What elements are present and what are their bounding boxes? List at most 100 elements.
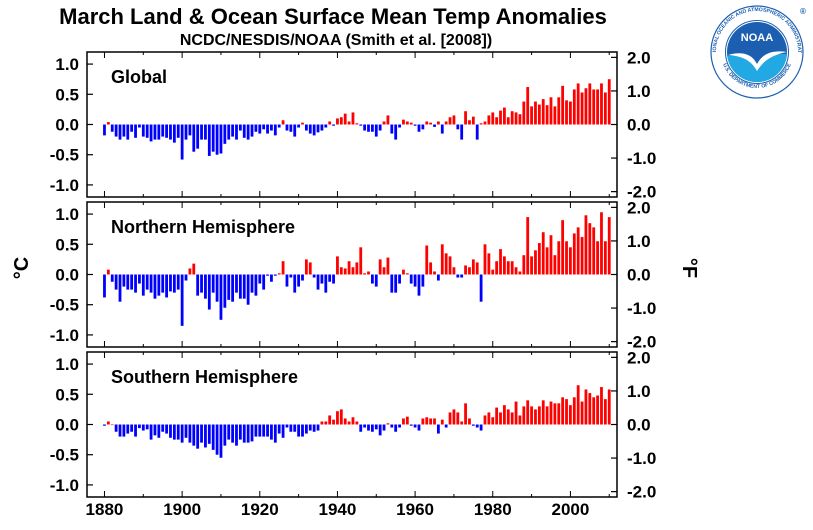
bar-1999 — [565, 241, 568, 275]
bar-1955 — [394, 424, 398, 432]
bar-1971 — [456, 274, 460, 278]
bar-1919 — [254, 274, 258, 296]
bar-1907 — [207, 124, 211, 156]
bar-1983 — [503, 256, 506, 275]
bar-1887 — [130, 124, 134, 132]
bar-1901 — [184, 274, 188, 281]
y-tick-label-c: 1.0 — [55, 355, 79, 374]
bar-1976 — [475, 262, 479, 275]
bar-1887 — [130, 424, 134, 432]
bar-1988 — [522, 101, 526, 125]
bar-1881 — [106, 122, 110, 125]
panels: 1.0 0.5 0.0 -0.5 -1.0 2.0 1.0 0.0 -1.0 -2.0 Global… — [50, 48, 657, 501]
bar-2008 — [600, 212, 603, 275]
bar-1936 — [320, 124, 324, 131]
bar-1897 — [169, 124, 172, 140]
bar-2007 — [596, 395, 599, 425]
y-tick-label-c: 0.0 — [55, 266, 79, 285]
bar-1905 — [200, 424, 203, 443]
bar-1896 — [165, 274, 168, 298]
bar-1990 — [530, 106, 533, 125]
bar-1981 — [495, 117, 499, 125]
bar-1947 — [363, 273, 367, 275]
bar-1991 — [534, 409, 537, 425]
bar-1943 — [347, 261, 351, 275]
y-tick-label-f: 0.0 — [627, 116, 651, 135]
bar-1946 — [359, 124, 363, 126]
bar-1891 — [145, 124, 149, 138]
bar-1989 — [526, 400, 530, 425]
bar-1916 — [242, 124, 246, 138]
panel-2: 1.0 0.5 0.0 -0.5 -1.0 2.0 1.0 0.0 -1.0 -2.0 Northe… — [50, 198, 657, 351]
bar-1971 — [456, 124, 460, 130]
bar-1893 — [153, 124, 157, 140]
bar-1982 — [499, 249, 502, 275]
bar-1895 — [161, 274, 165, 293]
bar-1933 — [308, 262, 312, 275]
bar-1988 — [522, 255, 526, 275]
bar-2004 — [584, 88, 588, 125]
bar-1880 — [103, 274, 106, 298]
bar-1934 — [312, 424, 316, 432]
bar-1996 — [553, 106, 557, 125]
bar-1906 — [204, 124, 207, 140]
bar-1904 — [196, 124, 200, 149]
panel-label: Southern Hemisphere — [111, 367, 298, 387]
bar-1923 — [270, 274, 273, 282]
bar-1908 — [211, 424, 215, 450]
bar-1939 — [332, 274, 335, 284]
bar-1938 — [328, 274, 332, 282]
bar-1907 — [207, 424, 211, 444]
bar-1972 — [460, 421, 464, 425]
bar-1890 — [141, 424, 145, 431]
bar-1946 — [359, 247, 363, 275]
bar-1959 — [409, 122, 413, 125]
bar-1979 — [487, 115, 491, 125]
bar-1911 — [223, 124, 227, 144]
bar-1884 — [118, 124, 122, 140]
bar-1978 — [483, 121, 487, 125]
bar-1934 — [312, 274, 316, 278]
bar-1944 — [351, 417, 355, 425]
bar-1954 — [390, 424, 394, 428]
bar-1911 — [223, 274, 227, 308]
bar-1940 — [336, 256, 339, 275]
bar-1904 — [196, 424, 200, 449]
bar-2010 — [607, 79, 611, 125]
bar-1905 — [200, 124, 203, 140]
bar-1970 — [452, 267, 456, 275]
y-tick-label-f: -1.0 — [627, 449, 656, 468]
bar-1933 — [308, 124, 312, 134]
bar-1950 — [374, 424, 378, 430]
bar-1919 — [254, 424, 258, 437]
bar-1961 — [417, 274, 421, 296]
bar-1961 — [417, 424, 421, 431]
bar-1998 — [561, 397, 565, 425]
bar-1970 — [452, 115, 456, 125]
y-tick-label-f: 1.0 — [627, 232, 651, 251]
bar-1935 — [316, 124, 320, 133]
bar-2003 — [580, 401, 584, 425]
bar-1908 — [211, 124, 215, 152]
bar-1953 — [386, 423, 390, 425]
bar-1952 — [382, 121, 386, 125]
bar-2005 — [588, 223, 592, 275]
bar-1996 — [553, 403, 557, 425]
bar-1958 — [405, 416, 409, 425]
y-tick-label-c: -1.0 — [50, 326, 79, 345]
bar-1926 — [281, 424, 285, 438]
bar-1886 — [126, 424, 130, 434]
bar-1930 — [297, 424, 301, 437]
bar-1985 — [510, 261, 514, 275]
bar-1957 — [402, 418, 405, 425]
bar-1980 — [491, 417, 495, 425]
bar-1900 — [180, 424, 184, 443]
bar-2006 — [592, 89, 596, 125]
bar-1924 — [273, 424, 277, 443]
bar-1895 — [161, 424, 165, 432]
bar-2010 — [607, 217, 611, 275]
bar-1906 — [204, 274, 207, 299]
bar-2009 — [603, 241, 607, 275]
bar-2002 — [576, 83, 580, 125]
